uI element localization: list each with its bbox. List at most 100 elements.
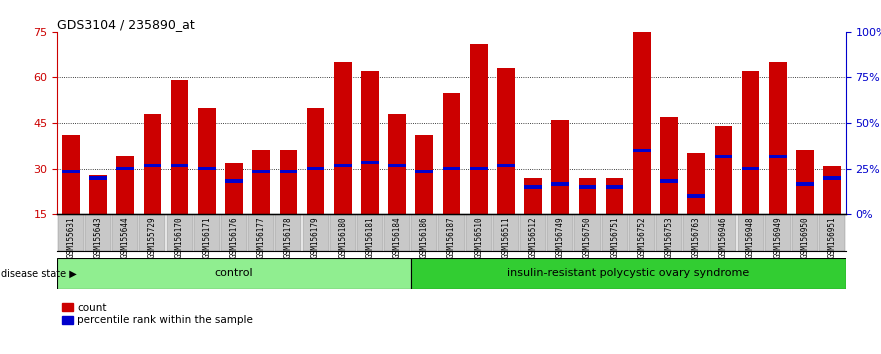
Bar — [660, 117, 677, 214]
Bar — [574, 215, 601, 251]
Bar — [710, 215, 737, 251]
Bar — [442, 167, 461, 170]
Bar — [579, 178, 596, 214]
Bar — [198, 108, 216, 214]
Bar — [524, 185, 542, 189]
Bar — [633, 32, 651, 214]
Text: GSM156512: GSM156512 — [529, 216, 537, 258]
Bar — [361, 72, 379, 214]
Bar — [171, 80, 189, 214]
Bar — [497, 68, 515, 214]
Bar — [248, 215, 274, 251]
Bar — [361, 161, 379, 164]
Text: GSM156763: GSM156763 — [692, 216, 700, 258]
Bar — [466, 215, 492, 251]
Bar — [329, 215, 356, 251]
Bar — [765, 215, 791, 251]
Text: GSM156186: GSM156186 — [420, 216, 429, 258]
Legend: count, percentile rank within the sample: count, percentile rank within the sample — [63, 303, 253, 325]
Text: GSM156511: GSM156511 — [501, 216, 510, 258]
Bar — [167, 215, 193, 251]
Text: disease state ▶: disease state ▶ — [1, 268, 77, 279]
Bar — [62, 170, 79, 173]
Bar — [687, 153, 705, 214]
Text: GSM156753: GSM156753 — [664, 216, 674, 258]
Text: GSM156951: GSM156951 — [827, 216, 837, 258]
Text: GSM156751: GSM156751 — [611, 216, 619, 258]
Bar — [416, 135, 433, 214]
Text: GSM156752: GSM156752 — [637, 216, 647, 258]
Bar — [357, 215, 383, 251]
Text: GSM156750: GSM156750 — [583, 216, 592, 258]
Bar — [742, 72, 759, 214]
Bar — [520, 215, 546, 251]
Bar — [416, 170, 433, 173]
Text: GSM156180: GSM156180 — [338, 216, 347, 258]
Bar — [252, 150, 270, 214]
Bar — [144, 114, 161, 214]
Bar — [606, 185, 624, 189]
Bar — [279, 150, 297, 214]
Bar — [819, 215, 845, 251]
Bar — [606, 178, 624, 214]
Text: GSM156181: GSM156181 — [366, 216, 374, 258]
Bar — [633, 149, 651, 152]
Bar — [389, 164, 406, 167]
Bar — [492, 215, 519, 251]
Bar — [524, 178, 542, 214]
Bar — [171, 164, 189, 167]
Bar — [792, 215, 818, 251]
Bar — [226, 162, 243, 214]
Bar — [742, 167, 759, 170]
Text: GSM156510: GSM156510 — [474, 216, 483, 258]
Bar — [226, 179, 243, 183]
Bar — [411, 215, 437, 251]
Bar — [497, 164, 515, 167]
Bar — [389, 114, 406, 214]
Bar — [470, 44, 487, 214]
Text: GSM156950: GSM156950 — [801, 216, 810, 258]
Text: GSM156949: GSM156949 — [774, 216, 782, 258]
Text: GSM155729: GSM155729 — [148, 216, 157, 258]
Bar — [602, 215, 627, 251]
Bar — [144, 164, 161, 167]
Bar — [58, 215, 84, 251]
Text: GSM155643: GSM155643 — [93, 216, 102, 258]
Text: GSM156179: GSM156179 — [311, 216, 320, 258]
Bar — [116, 167, 134, 170]
Bar — [579, 185, 596, 189]
Bar — [769, 62, 787, 214]
Text: GSM155644: GSM155644 — [121, 216, 130, 258]
Text: GSM155631: GSM155631 — [66, 216, 76, 258]
Bar — [714, 155, 732, 158]
Bar — [629, 215, 655, 251]
Bar — [714, 126, 732, 214]
Bar — [552, 182, 569, 185]
Bar — [439, 215, 464, 251]
Bar — [442, 93, 461, 214]
Bar — [683, 215, 709, 251]
Bar — [470, 167, 487, 170]
Bar — [112, 215, 138, 251]
Bar — [552, 120, 569, 214]
Text: GSM156948: GSM156948 — [746, 216, 755, 258]
Bar — [57, 258, 411, 289]
Bar — [221, 215, 247, 251]
Text: insulin-resistant polycystic ovary syndrome: insulin-resistant polycystic ovary syndr… — [507, 268, 750, 279]
Bar — [85, 215, 111, 251]
Bar — [411, 258, 846, 289]
Bar — [547, 215, 574, 251]
Bar — [737, 215, 764, 251]
Bar — [334, 62, 352, 214]
Text: GSM156184: GSM156184 — [393, 216, 402, 258]
Text: GSM156187: GSM156187 — [447, 216, 456, 258]
Bar — [89, 175, 107, 214]
Bar — [307, 167, 324, 170]
Bar — [824, 176, 841, 179]
Bar — [194, 215, 220, 251]
Bar — [824, 166, 841, 214]
Bar — [276, 215, 301, 251]
Bar — [796, 182, 814, 185]
Bar — [139, 215, 166, 251]
Bar — [687, 194, 705, 198]
